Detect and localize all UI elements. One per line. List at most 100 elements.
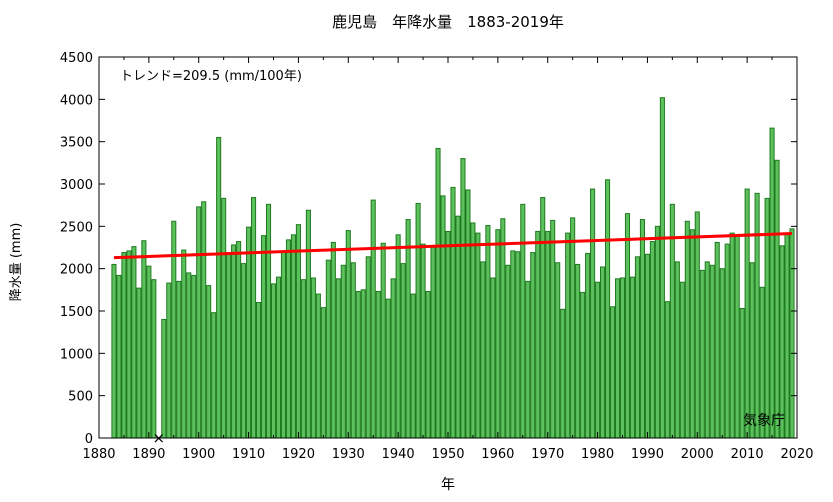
x-axis-label: 年 <box>441 477 455 493</box>
bar-1897 <box>181 249 187 439</box>
bar-2019 <box>789 228 795 439</box>
bar-1895 <box>171 220 177 439</box>
bar-1985 <box>619 277 626 439</box>
bar-1929 <box>340 264 346 439</box>
bar-1928 <box>335 278 341 439</box>
bar-1903 <box>211 312 217 439</box>
bar-1938 <box>385 298 391 439</box>
y-axis-label: 降水量 (mm) <box>9 223 24 302</box>
bar-1887 <box>131 246 137 439</box>
bar-1993 <box>659 97 665 439</box>
bar-1972 <box>555 262 561 439</box>
bar-1917 <box>280 251 287 439</box>
bar-2006 <box>724 243 730 439</box>
bar-1923 <box>310 277 316 439</box>
bar-1978 <box>585 252 591 439</box>
bar-1962 <box>505 264 511 439</box>
bar-1932 <box>355 291 361 439</box>
bar-1956 <box>475 232 481 439</box>
bar-1926 <box>325 259 331 439</box>
bar-1939 <box>390 278 396 439</box>
bar-1967 <box>530 252 536 439</box>
bar-1998 <box>684 220 690 439</box>
bar-2000 <box>694 211 700 439</box>
bar-1950 <box>445 230 451 439</box>
x-tick-label-1930: 1930 <box>332 447 365 462</box>
bar-1966 <box>525 280 531 439</box>
bar-1965 <box>520 203 526 439</box>
bar-1968 <box>535 230 541 439</box>
bar-1918 <box>285 239 292 439</box>
x-tick-label-1970: 1970 <box>531 447 564 462</box>
bar-1900 <box>196 206 202 439</box>
bar-1891 <box>151 279 157 439</box>
bar-1953 <box>460 158 466 439</box>
bar-1991 <box>649 241 655 439</box>
bar-1886 <box>126 250 132 439</box>
x-tick-label-1920: 1920 <box>282 447 315 462</box>
bar-1914 <box>265 203 272 439</box>
bar-1943 <box>410 293 416 439</box>
bar-2005 <box>719 268 725 439</box>
bar-1954 <box>465 189 471 439</box>
bar-1959 <box>490 277 496 439</box>
bar-1961 <box>500 218 506 439</box>
bar-2001 <box>699 269 705 439</box>
y-tick-label-2500: 2500 <box>60 220 93 235</box>
bar-1988 <box>634 256 640 439</box>
bar-1958 <box>485 224 491 439</box>
bar-1935 <box>370 199 376 439</box>
x-tick-label-2020: 2020 <box>780 447 813 462</box>
bar-1904 <box>216 136 222 439</box>
bar-1976 <box>575 263 581 439</box>
y-tick-label-4000: 4000 <box>60 93 93 108</box>
trend-label: トレンド=209.5 (mm/100年) <box>120 69 302 84</box>
x-tick-label-1950: 1950 <box>431 447 464 462</box>
bars-layer <box>111 97 795 439</box>
bar-1925 <box>320 307 326 439</box>
y-tick-label-0: 0 <box>85 432 93 447</box>
bar-1937 <box>380 242 386 439</box>
bar-1941 <box>400 263 406 439</box>
bar-1944 <box>415 202 421 439</box>
bar-2010 <box>744 188 750 439</box>
x-tick-label-1900: 1900 <box>182 447 215 462</box>
bar-1947 <box>430 245 436 439</box>
bar-1890 <box>146 265 152 439</box>
y-tick-label-4500: 4500 <box>60 51 93 66</box>
bar-1936 <box>375 291 381 439</box>
bar-1940 <box>395 234 401 439</box>
bar-1996 <box>674 261 680 439</box>
bar-1906 <box>226 252 232 439</box>
bar-1933 <box>360 289 366 439</box>
bar-1982 <box>605 179 611 439</box>
x-tick-label-1890: 1890 <box>132 447 165 462</box>
bar-1913 <box>260 235 267 439</box>
bar-1980 <box>595 281 601 439</box>
bar-1905 <box>221 197 227 439</box>
bar-2003 <box>709 264 715 439</box>
bar-1908 <box>236 241 242 439</box>
bar-1889 <box>141 240 147 439</box>
bar-1898 <box>186 272 192 439</box>
bar-1986 <box>624 213 631 439</box>
bar-1901 <box>201 201 207 439</box>
bar-1983 <box>609 306 616 439</box>
bar-1921 <box>300 279 306 439</box>
bar-1984 <box>614 278 621 439</box>
bar-1920 <box>295 224 301 439</box>
bar-1994 <box>664 301 670 439</box>
x-tick-label-2010: 2010 <box>731 447 764 462</box>
y-tick-label-3000: 3000 <box>60 178 93 193</box>
bar-1919 <box>290 234 296 439</box>
bar-1916 <box>275 276 282 439</box>
bar-2002 <box>704 261 710 439</box>
y-tick-label-1000: 1000 <box>60 347 93 362</box>
x-tick-label-1960: 1960 <box>481 447 514 462</box>
x-tick-label-1880: 1880 <box>82 447 115 462</box>
x-tick-label-2000: 2000 <box>681 447 714 462</box>
bar-1992 <box>654 225 660 439</box>
bar-1924 <box>315 293 321 439</box>
bar-1911 <box>251 197 257 439</box>
